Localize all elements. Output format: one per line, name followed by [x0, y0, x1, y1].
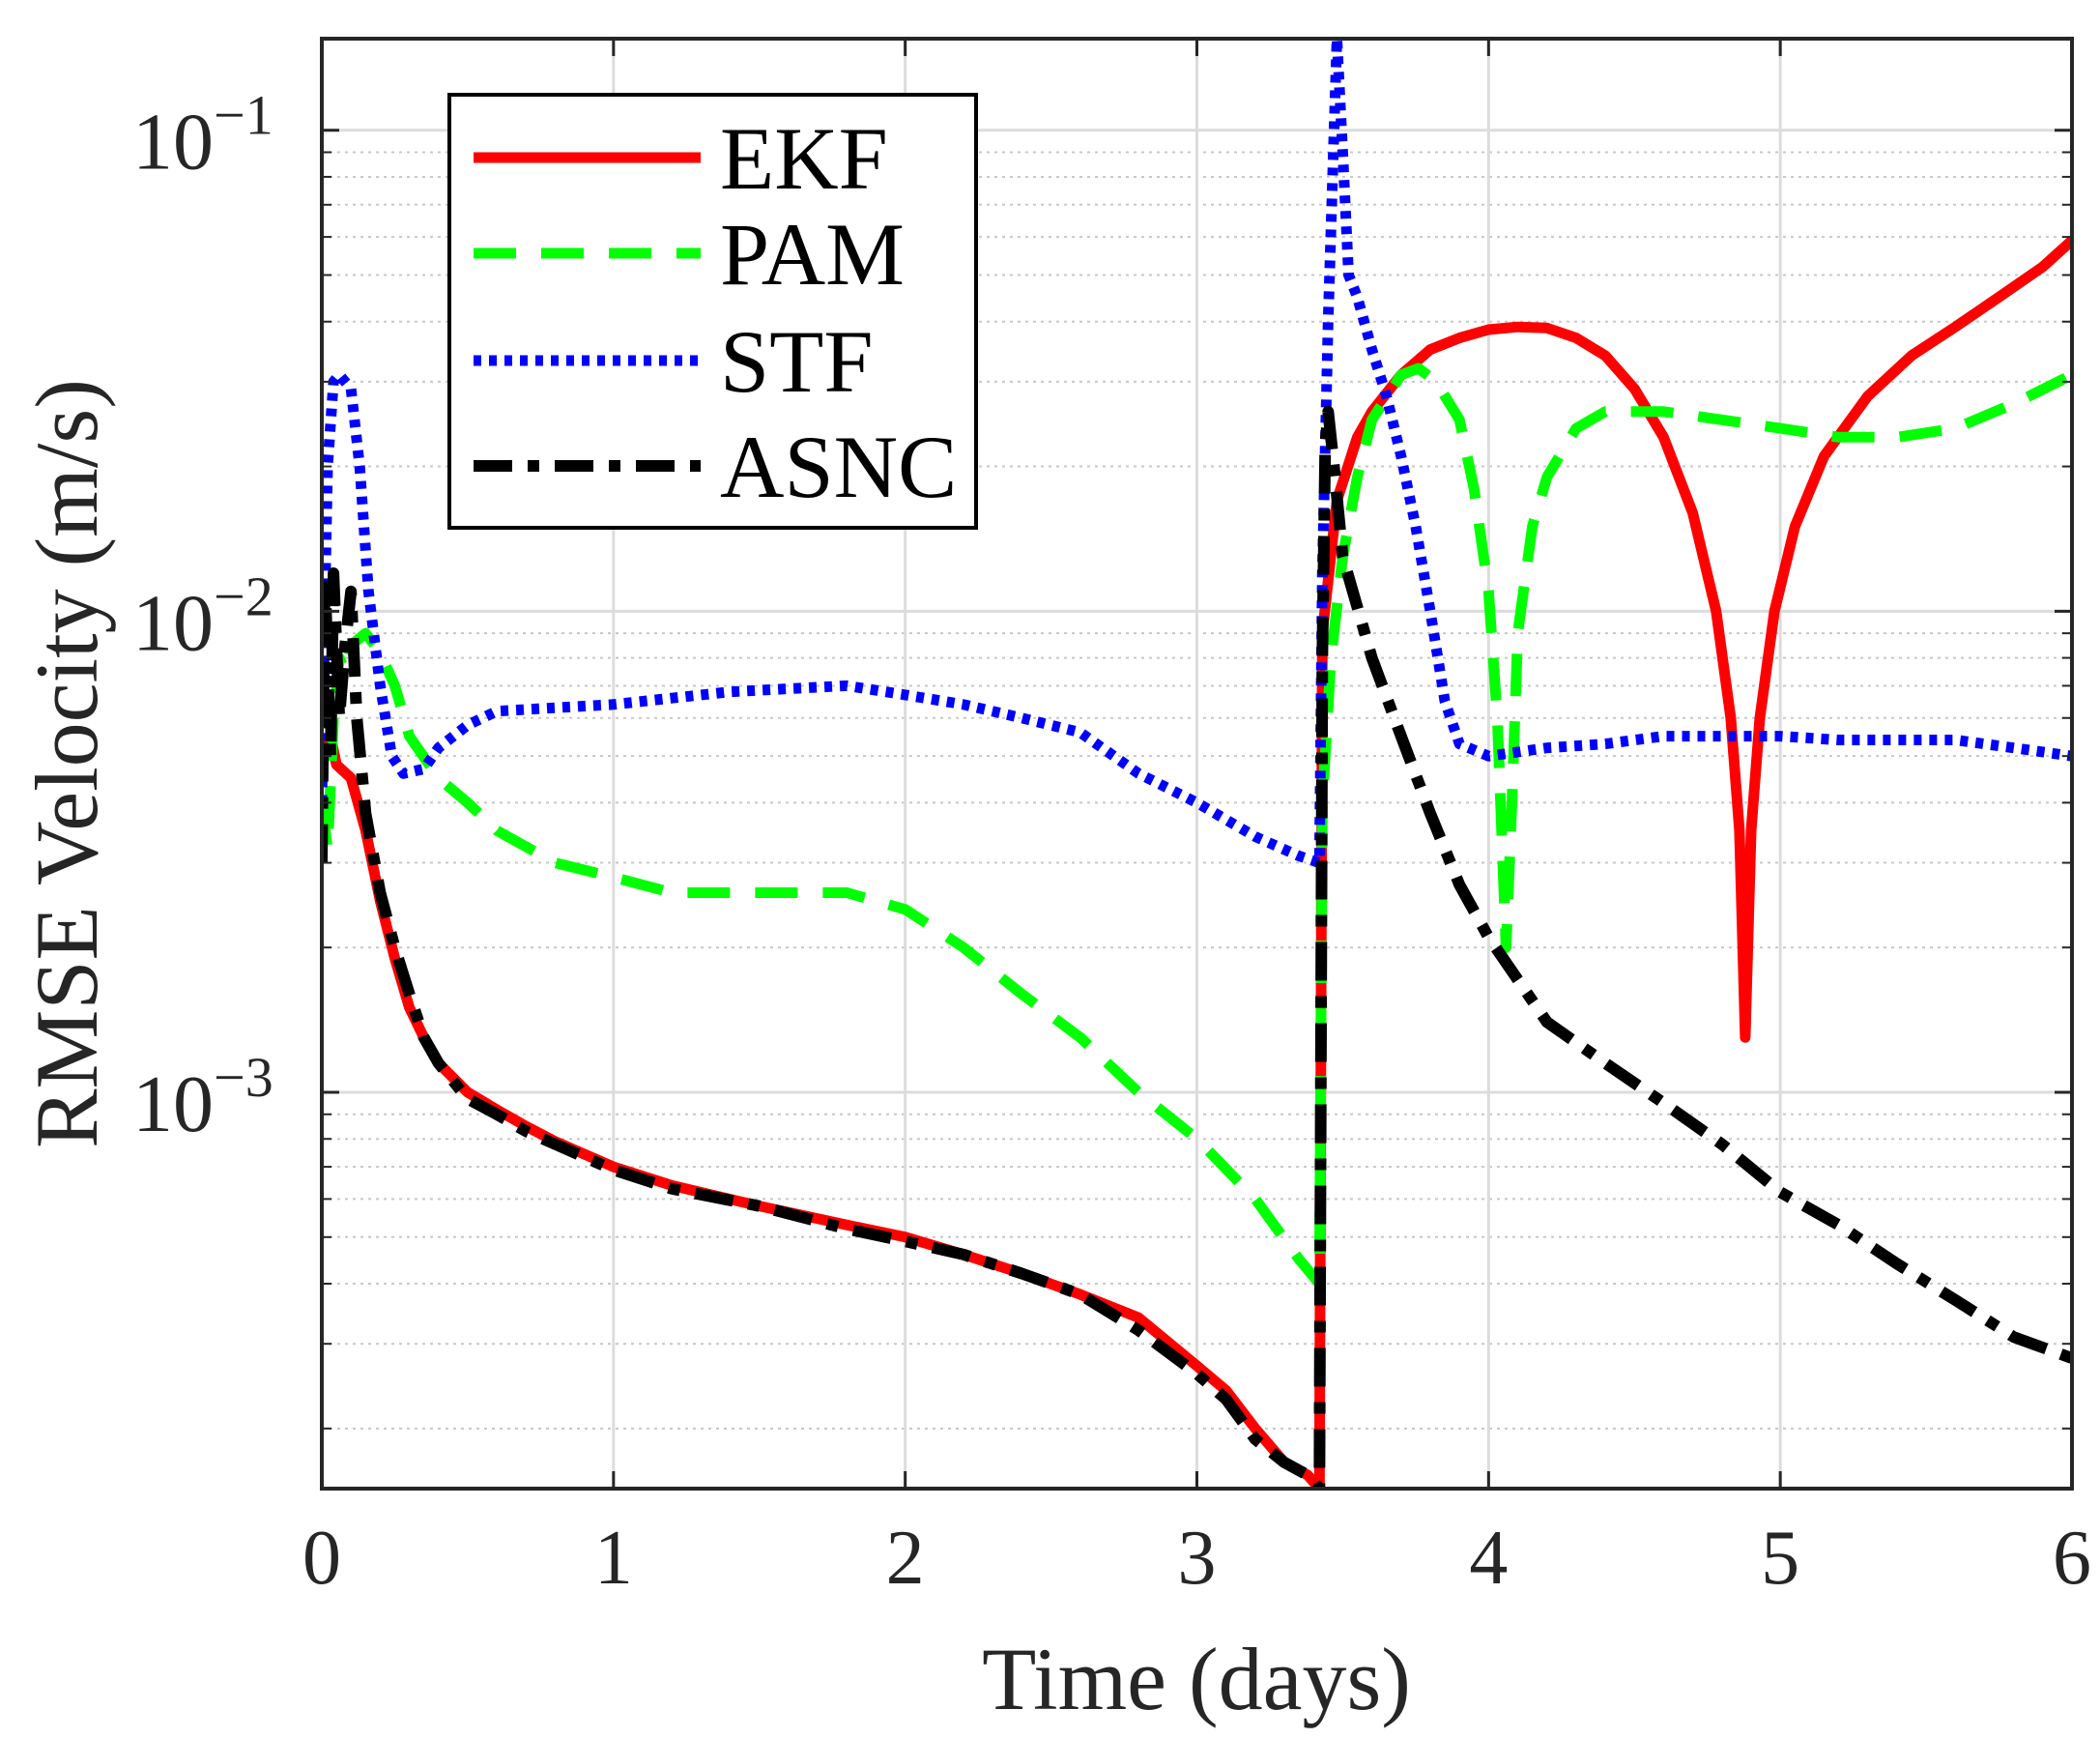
legend-box	[447, 93, 978, 530]
x-tick-label: 6	[2053, 1516, 2091, 1601]
x-axis-title: Time (days)	[982, 1630, 1411, 1728]
legend-label-asnc: ASNC	[720, 418, 957, 516]
x-tick-label: 4	[1469, 1516, 1508, 1601]
x-tick-label: 5	[1761, 1516, 1799, 1601]
y-tick-label: 10−2	[132, 565, 273, 668]
legend-label-ekf: EKF	[720, 109, 888, 208]
y-tick-label: 10−1	[132, 84, 273, 188]
x-tick-label: 2	[886, 1516, 925, 1601]
series-line-asnc	[322, 405, 2072, 1489]
y-axis-title: RMSE Velocity (m/s)	[17, 379, 116, 1148]
legend-label-pam: PAM	[720, 205, 905, 304]
x-tick-label: 3	[1178, 1516, 1217, 1601]
x-tick-label: 0	[302, 1516, 341, 1601]
y-tick-label: 10−3	[132, 1046, 273, 1149]
series-line-stf	[322, 39, 2072, 869]
legend-label-stf: STF	[720, 312, 874, 411]
ticks: 0 1 2 3 4 5 6 10−3 10−2 10−1	[132, 39, 2091, 1601]
series-group	[322, 39, 2072, 1489]
x-tick-label: 1	[594, 1516, 633, 1601]
